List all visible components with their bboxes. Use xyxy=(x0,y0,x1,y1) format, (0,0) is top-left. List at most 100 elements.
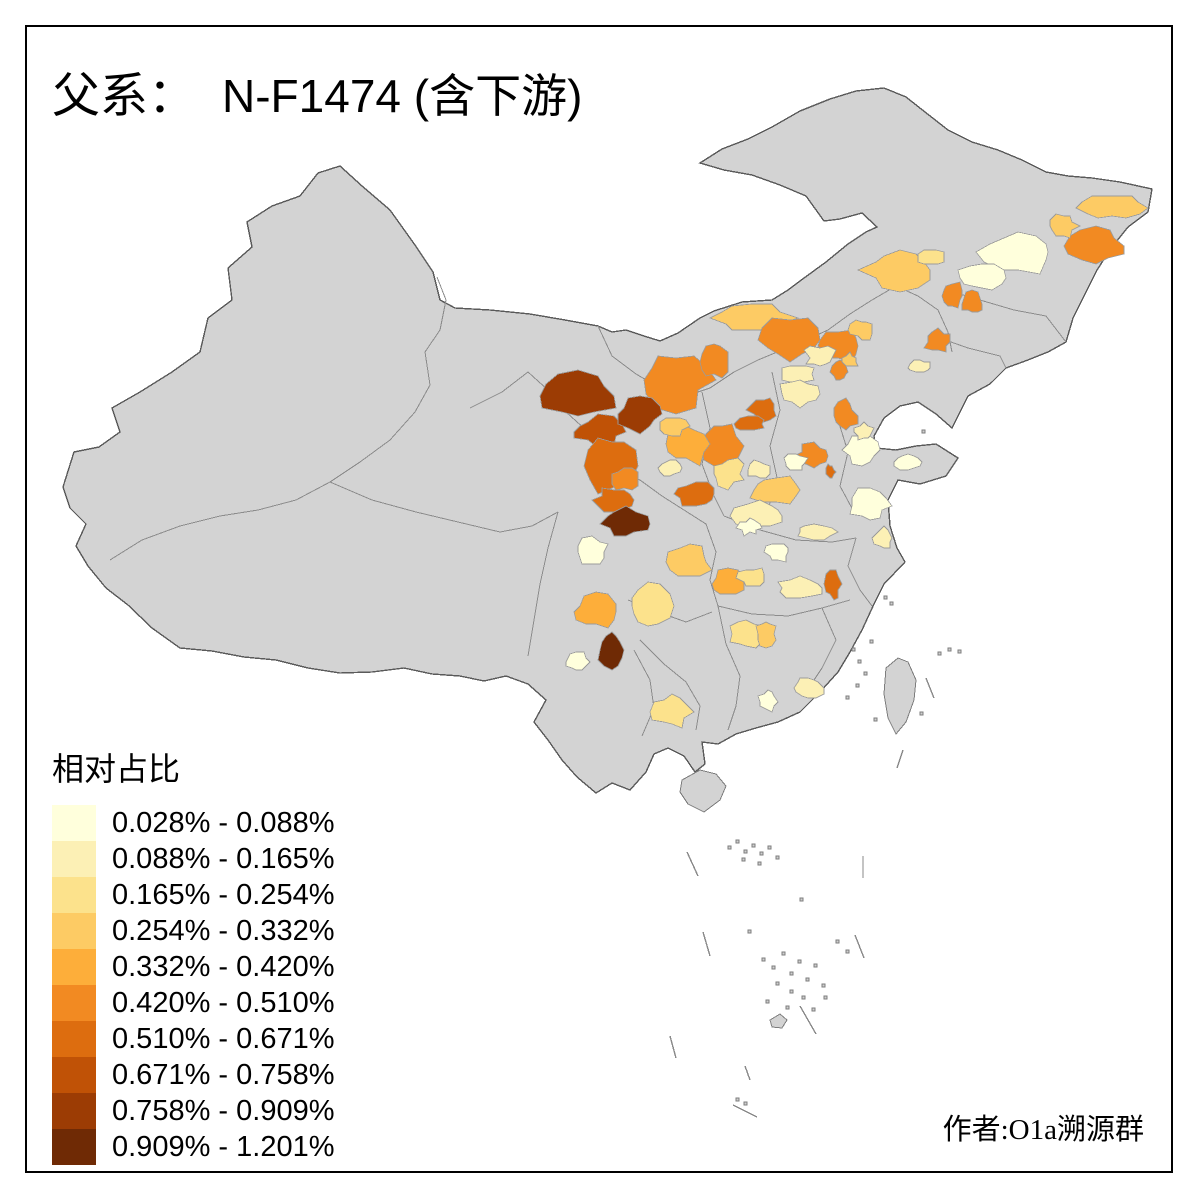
island-speck xyxy=(789,971,794,976)
island-speck xyxy=(735,1097,740,1102)
map-region xyxy=(735,567,765,587)
legend-swatch xyxy=(52,841,96,877)
south-sea-islet xyxy=(769,1013,788,1029)
island-speck xyxy=(727,845,732,850)
map-region xyxy=(783,453,809,471)
map-region xyxy=(907,359,931,373)
legend-entry: 0.254% - 0.332% xyxy=(52,913,334,949)
island-speck xyxy=(957,649,962,654)
island-speck xyxy=(869,639,874,644)
island-speck xyxy=(775,981,780,986)
island-speck xyxy=(845,695,850,700)
map-region xyxy=(941,281,963,309)
legend-entry: 0.332% - 0.420% xyxy=(52,949,334,985)
map-region xyxy=(975,231,1049,275)
island-speck xyxy=(937,651,942,656)
sea-boundary-dash xyxy=(669,1035,677,1059)
map-region xyxy=(871,525,893,549)
legend-label: 0.088% - 0.165% xyxy=(112,842,335,875)
map-region xyxy=(539,369,617,417)
island-speck xyxy=(889,601,894,606)
island-speck xyxy=(785,1005,790,1010)
legend-entry: 0.420% - 0.510% xyxy=(52,985,334,1021)
sea-boundary-dash xyxy=(854,934,865,959)
map-region xyxy=(745,397,777,423)
island-speck xyxy=(851,647,856,652)
map-region xyxy=(597,631,625,671)
south-china-sea-islands xyxy=(727,429,962,1106)
map-region xyxy=(749,475,801,505)
legend-entry: 0.088% - 0.165% xyxy=(52,841,334,877)
legend-label: 0.909% - 1.201% xyxy=(112,1130,335,1163)
map-region xyxy=(611,467,639,491)
legend-swatch xyxy=(52,1057,96,1093)
sea-boundary-dash xyxy=(896,749,904,769)
map-region xyxy=(729,499,783,529)
map-region xyxy=(893,453,923,471)
map-region xyxy=(923,327,951,353)
map-region xyxy=(599,505,651,537)
island-speck xyxy=(857,659,862,664)
legend-entry: 0.671% - 0.758% xyxy=(52,1057,334,1093)
island-speck xyxy=(821,983,826,988)
map-region xyxy=(917,249,945,265)
map-region xyxy=(733,415,765,431)
map-region xyxy=(573,591,617,629)
map-region xyxy=(781,365,815,383)
island-speck xyxy=(811,1007,816,1012)
taiwan-island xyxy=(883,657,917,735)
map-region xyxy=(803,345,837,367)
sea-boundary-dash xyxy=(686,851,699,877)
map-region xyxy=(735,517,763,537)
island-speck xyxy=(743,1101,748,1106)
map-region xyxy=(1063,225,1125,265)
legend-label: 0.028% - 0.088% xyxy=(112,806,335,839)
legend-swatch xyxy=(52,877,96,913)
island-speck xyxy=(767,845,772,850)
island-speck xyxy=(845,949,850,954)
legend: 相对占比 0.028% - 0.088% 0.088% - 0.165% 0.165… xyxy=(52,744,334,1165)
title-prefix: 父系： xyxy=(52,70,197,123)
island-speck xyxy=(789,989,794,994)
islands xyxy=(679,657,917,1029)
map-region xyxy=(853,421,875,441)
island-speck xyxy=(813,963,818,968)
island-speck xyxy=(761,957,766,962)
hainan-island xyxy=(679,769,727,813)
map-region xyxy=(747,459,771,479)
legend-entry: 0.510% - 0.671% xyxy=(52,1021,334,1057)
map-region xyxy=(665,543,713,577)
island-speck xyxy=(855,683,860,688)
map-region xyxy=(657,459,683,477)
island-speck xyxy=(823,995,828,1000)
map-region xyxy=(631,581,675,627)
legend-swatch xyxy=(52,805,96,841)
legend-swatch xyxy=(52,1093,96,1129)
island-speck xyxy=(741,857,746,862)
attribution: 作者:O1a溯源群 xyxy=(942,1114,1144,1146)
map-region xyxy=(711,567,745,595)
sea-boundary-dash xyxy=(925,677,935,699)
legend-swatch xyxy=(52,913,96,949)
map-region xyxy=(565,651,591,671)
map-region xyxy=(649,693,695,729)
page-title: 父系： N-F1474 (含下游) xyxy=(52,56,582,126)
legend-entry: 0.758% - 0.909% xyxy=(52,1093,334,1129)
map-region xyxy=(957,263,1007,291)
map-region xyxy=(713,457,745,491)
island-speck xyxy=(797,959,802,964)
legend-label: 0.254% - 0.332% xyxy=(112,914,335,947)
island-speck xyxy=(757,861,762,866)
map-region xyxy=(763,543,789,563)
map-region xyxy=(833,397,859,431)
sea-boundary-dashes xyxy=(669,677,935,1118)
legend-label: 0.510% - 0.671% xyxy=(112,1022,335,1055)
map-region xyxy=(699,343,729,379)
title-haplogroup-code: N-F1474 (含下游) xyxy=(222,70,583,122)
island-speck xyxy=(805,977,810,982)
island-speck xyxy=(947,647,952,652)
island-speck xyxy=(775,855,780,860)
legend-label: 0.332% - 0.420% xyxy=(112,950,335,983)
island-speck xyxy=(751,843,756,848)
sea-boundary-dash xyxy=(799,1005,817,1035)
